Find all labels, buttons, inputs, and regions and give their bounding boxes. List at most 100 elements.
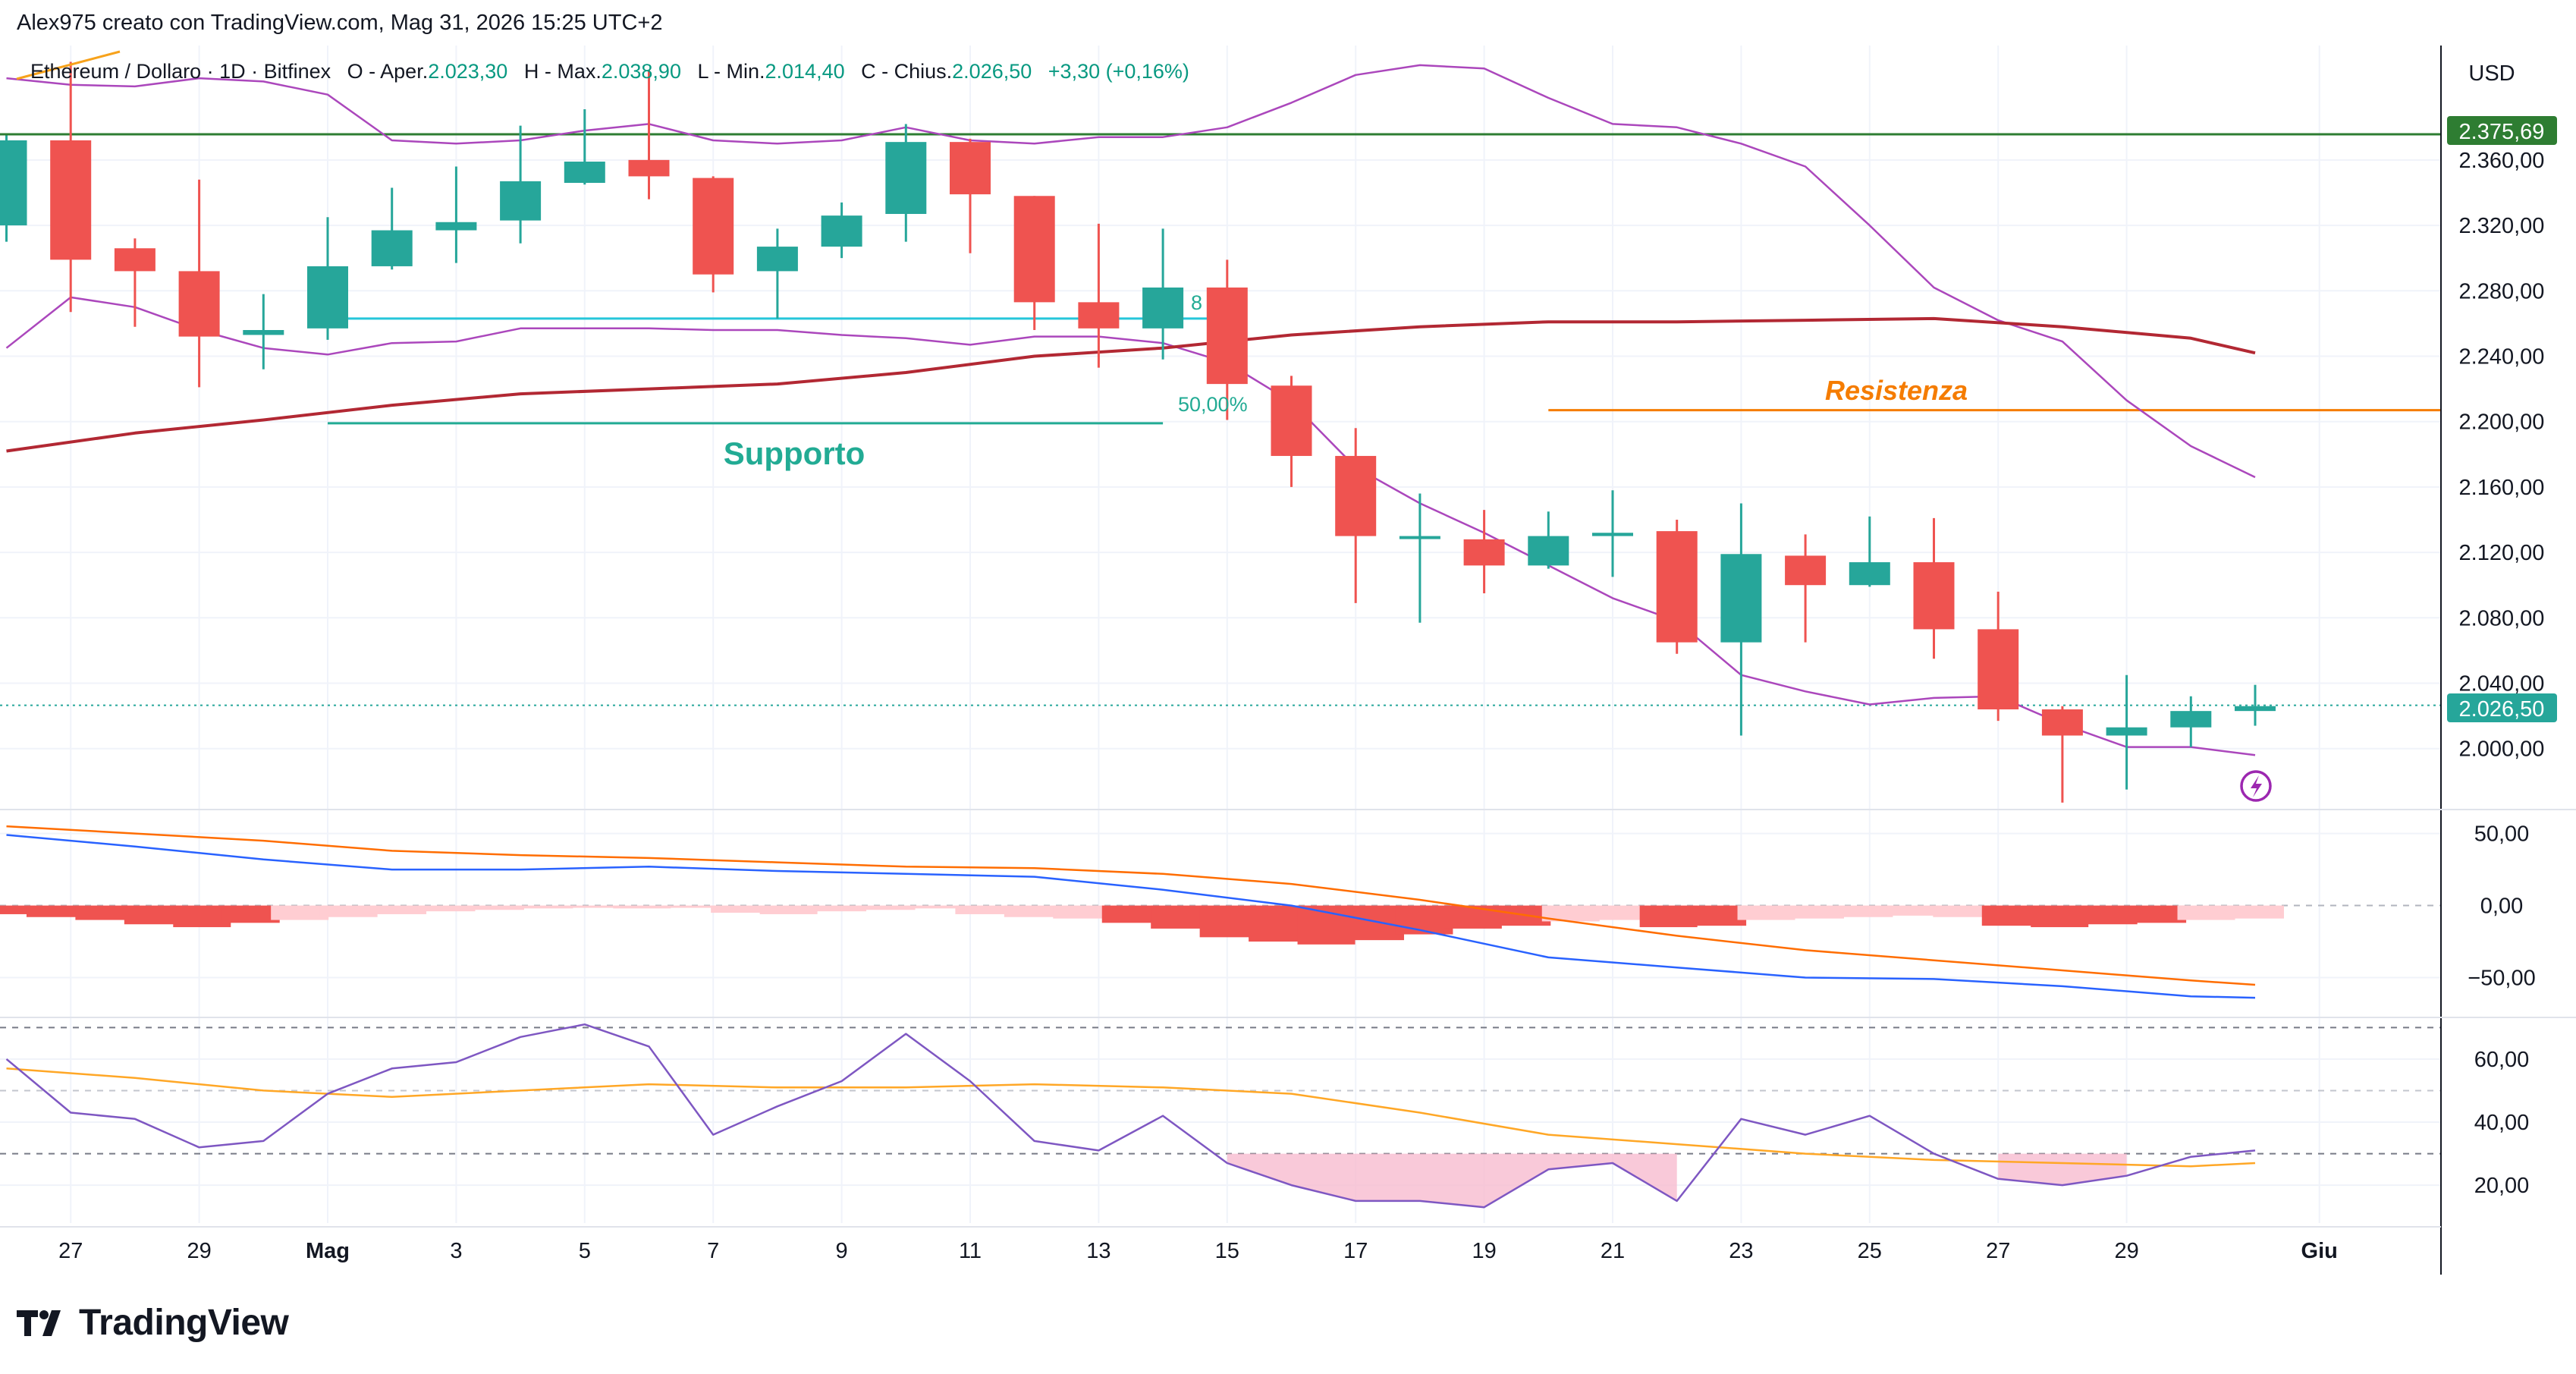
resistance-price-tag: 2.375,69 [2459,120,2545,144]
macd-histogram-bar [1639,905,1698,928]
bollinger-upper-line [6,64,2256,479]
candle [2106,674,2147,790]
resistance-label[interactable]: Resistenza [1825,375,1968,406]
macd-histogram-bar [1004,905,1062,917]
candle-body [371,230,413,266]
price-tick-label: 2.000,00 [2459,737,2545,762]
candle-body [1528,536,1569,566]
macd-histogram-bar [857,905,916,910]
macd-histogram-bar [1541,905,1600,922]
candle [50,61,92,313]
candle [1271,376,1312,487]
macd-histogram-bar [564,905,622,908]
candle-body [821,215,862,247]
candle [1399,493,1440,623]
fib-level-label: 50,00% [1178,393,1248,416]
tradingview-logo-text: TradingView [79,1303,289,1343]
rsi-moving-average-line [6,1067,2256,1168]
candle-body [114,248,156,272]
candle-body [2041,709,2083,736]
x-tick-label: 21 [1601,1239,1625,1263]
candle [1528,511,1569,569]
candle-body [1206,287,1248,385]
candle-body [2170,711,2212,728]
x-tick-label: 17 [1343,1239,1368,1263]
macd-histogram-bar [2079,905,2138,925]
macd-histogram-bar [2177,905,2235,920]
candle-body [1142,287,1184,329]
macd-histogram-bar [417,905,476,912]
macd-histogram-bar [173,905,231,928]
x-tick-label: 13 [1086,1239,1111,1263]
candle [1463,510,1505,593]
macd-histogram-bar [759,905,818,914]
rsi-line [5,1023,2256,1209]
price-tick-label: 2.120,00 [2459,541,2545,565]
macd-histogram-bar [1737,905,1795,920]
candle-body [1335,455,1377,536]
legend-symbol: Ethereum / Dollaro · 1D · Bitfinex [30,60,331,83]
macd-histogram-bar [1689,905,1747,926]
macd-histogram-bar [1249,905,1307,942]
macd-histogram-bar [1493,905,1551,926]
grid-lines [0,46,2441,1223]
macd-histogram-bar [2226,905,2284,919]
macd-histogram-bar [661,905,720,908]
candle [1913,517,1955,659]
candle [1849,516,1890,587]
candle [1078,223,1120,368]
candle [628,70,670,200]
macd-histogram-bar [124,905,182,925]
resistance-price-tag-bg [2447,116,2557,145]
macd-histogram-bar [1101,905,1160,923]
macd-histogram-bar [1786,905,1844,919]
macd-histogram-bar [1053,905,1111,919]
tradingview-logo-icon [17,1310,61,1336]
candle [950,138,991,253]
macd-histogram-bar [466,905,524,910]
candle-body [500,181,542,221]
x-tick-label: 27 [58,1239,83,1263]
rsi-tick-label: 60,00 [2474,1048,2530,1072]
candle [2235,684,2276,726]
candle-body [1399,536,1440,539]
tradingview-logo[interactable]: TradingView [17,1302,289,1344]
price-tick-label: 2.080,00 [2459,606,2545,630]
candle-body [243,330,284,335]
candle-body [564,162,605,184]
candle-body [1720,554,1762,643]
legend[interactable]: Ethereum / Dollaro · 1D · Bitfinex O - A… [16,50,1189,83]
candle [2170,696,2212,747]
macd-histogram-bar [515,905,573,909]
candle [1013,196,1055,330]
candle-body [693,178,734,275]
candle [1785,534,1827,643]
legend-low-label: L - Min. [697,60,765,83]
macd-histogram-bar [1591,905,1649,920]
price-tick-label: 2.280,00 [2459,279,2545,303]
legend-change-value: +3,30 (+0,16%) [1048,60,1189,83]
chart-caption: Alex975 creato con TradingView.com, Mag … [17,11,663,35]
x-tick-label: Giu [2301,1239,2338,1263]
legend-low-value: 2.014,40 [765,60,845,83]
macd-histogram-bar [2128,905,2187,923]
candle-body [2235,706,2276,712]
price-tick-label: 2.040,00 [2459,672,2545,696]
macd-histogram-bar [711,905,769,913]
currency-label[interactable]: USD [2468,61,2515,86]
candle-body [1849,562,1890,586]
candle [500,125,542,244]
candle [307,217,348,340]
support-label[interactable]: Supporto [724,435,865,471]
candle-body [1592,533,1633,536]
x-tick-label: 9 [836,1239,848,1263]
legend-open-value: 2.023,30 [428,60,507,83]
x-tick-label: 19 [1472,1239,1496,1263]
macd-histogram-bar [271,905,329,920]
macd-signal-line [6,825,2256,986]
candle [1335,428,1377,603]
candle-body [1271,385,1312,456]
annotations: Supporto Resistenza 50,00% 8 [724,291,2272,802]
lightning-icon[interactable] [2240,770,2272,802]
